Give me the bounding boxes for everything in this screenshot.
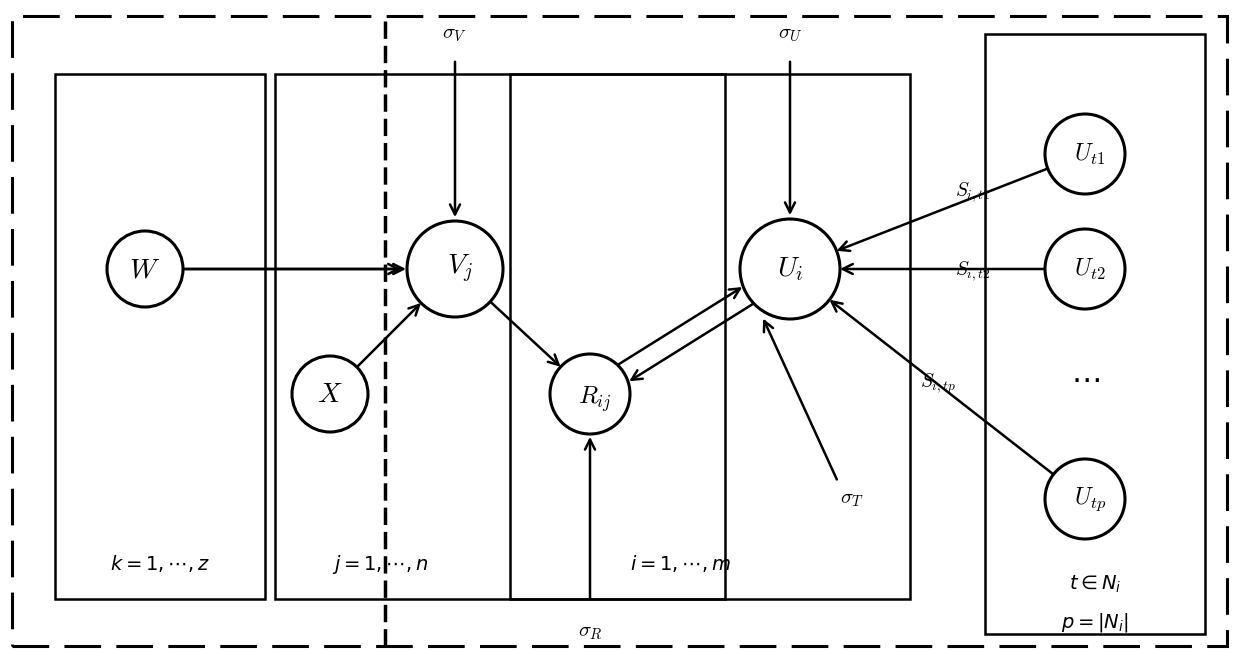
- Text: $S_{i,tp}$: $S_{i,tp}$: [921, 371, 957, 396]
- Text: $\cdots$: $\cdots$: [1070, 364, 1099, 394]
- Text: $i=1,\cdots,m$: $i=1,\cdots,m$: [629, 553, 731, 574]
- FancyArrowPatch shape: [183, 264, 403, 274]
- FancyArrowPatch shape: [357, 305, 419, 367]
- Circle shape: [740, 219, 840, 319]
- Text: $\sigma_R$: $\sigma_R$: [577, 622, 602, 642]
- Text: $R_{ij}$: $R_{ij}$: [579, 384, 612, 414]
- FancyArrowPatch shape: [491, 301, 559, 365]
- FancyArrowPatch shape: [843, 264, 1044, 274]
- Circle shape: [107, 231, 183, 307]
- Bar: [55, 74, 265, 599]
- Text: $\sigma_U$: $\sigma_U$: [778, 24, 803, 44]
- Text: $j=1,\cdots,n$: $j=1,\cdots,n$: [332, 553, 429, 576]
- Text: $\sigma_V$: $\sigma_V$: [442, 24, 467, 44]
- Text: $k=1,\cdots,z$: $k=1,\cdots,z$: [110, 553, 209, 574]
- Text: $p=|N_i|$: $p=|N_i|$: [1061, 610, 1129, 634]
- Bar: [275, 74, 725, 599]
- FancyArrowPatch shape: [831, 301, 1053, 474]
- Text: $U_{t2}$: $U_{t2}$: [1074, 256, 1105, 281]
- Bar: [985, 34, 1206, 634]
- Text: $t\in N_i$: $t\in N_i$: [1069, 574, 1121, 594]
- Bar: [510, 74, 909, 599]
- Text: $V_j$: $V_j$: [447, 253, 473, 285]
- FancyArrowPatch shape: [618, 288, 740, 364]
- FancyArrowPatch shape: [632, 304, 753, 380]
- Circle shape: [1044, 114, 1125, 194]
- Text: $U_{tp}$: $U_{tp}$: [1074, 485, 1106, 513]
- Text: $U_{t1}$: $U_{t1}$: [1074, 141, 1105, 167]
- Text: $S_{i,t2}$: $S_{i,t2}$: [955, 259, 991, 283]
- Text: $X$: $X$: [317, 380, 343, 408]
- FancyArrowPatch shape: [839, 169, 1048, 251]
- Text: $S_{i,t1}$: $S_{i,t1}$: [955, 180, 990, 204]
- Circle shape: [292, 356, 368, 432]
- FancyArrowPatch shape: [183, 264, 398, 274]
- Circle shape: [550, 354, 629, 434]
- Circle shape: [406, 221, 503, 317]
- Text: $\sigma_T$: $\sigma_T$: [840, 489, 864, 509]
- Text: $U_i$: $U_i$: [777, 255, 803, 283]
- Circle shape: [1044, 229, 1125, 309]
- Circle shape: [1044, 459, 1125, 539]
- Text: $W$: $W$: [129, 255, 161, 283]
